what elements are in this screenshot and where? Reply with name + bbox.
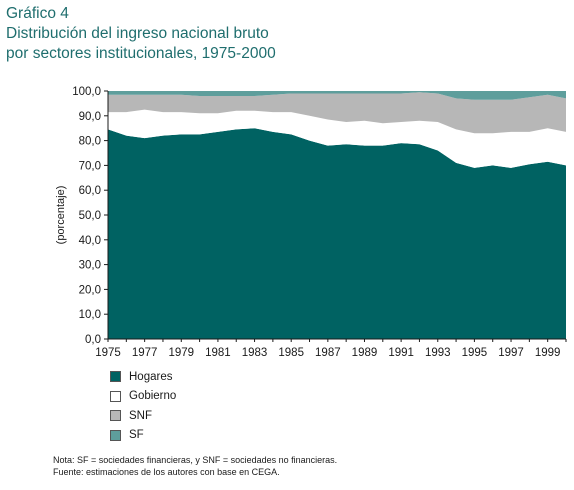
x-tick-label: 1995 [462, 347, 488, 359]
stacked-area-chart: 0,0 10,0 20,0 30,0 40,0 50,0 60,0 70,0 80,0 90,0 1… [55, 86, 567, 359]
y-tick-label: 90,0 [79, 111, 101, 123]
legend-item-hogares: Hogares [110, 367, 176, 387]
y-tick-label: 80,0 [79, 136, 101, 148]
y-tick-label: 70,0 [79, 160, 101, 172]
area-series-snf [108, 92, 566, 134]
x-tick-label: 1977 [132, 347, 158, 359]
area-series-gobierno [108, 109, 566, 168]
legend-label-hogares: Hogares [129, 370, 173, 383]
legend-swatch-gobierno [110, 390, 121, 402]
y-tick-label: 30,0 [79, 260, 101, 272]
x-tick-label: 1989 [352, 347, 378, 359]
legend-swatch-hogares [110, 371, 121, 383]
title-line-1: Gráfico 4 [6, 5, 69, 22]
x-tick-label: 1985 [278, 347, 304, 359]
area-series-sf [108, 91, 566, 100]
title-line-2: Distribución del ingreso nacional bruto [6, 25, 269, 42]
x-tick-label: 1999 [535, 347, 561, 359]
y-tick-label: 20,0 [79, 284, 101, 296]
y-tick-label: 50,0 [79, 210, 101, 222]
y-tick-label: 40,0 [79, 235, 101, 247]
chart-title: Gráfico 4 Distribución del ingreso nacio… [6, 4, 276, 64]
legend-label-snf: SNF [129, 409, 152, 422]
legend-item-gobierno: Gobierno [110, 387, 176, 407]
y-tick-label: 0,0 [85, 334, 101, 346]
x-tick-label: 1981 [205, 347, 231, 359]
legend-swatch-sf [110, 429, 121, 441]
x-tick-label: 1979 [168, 347, 194, 359]
y-tick-label: 60,0 [79, 185, 101, 197]
legend-label-sf: SF [129, 429, 144, 442]
legend-label-gobierno: Gobierno [129, 390, 177, 403]
x-tick-label: 1987 [315, 347, 341, 359]
y-tick-label: 100,0 [72, 86, 101, 98]
source-text: Fuente: estimaciones de los autores con … [53, 466, 280, 477]
legend-item-snf: SNF [110, 406, 176, 426]
area-series-hogares [108, 128, 566, 339]
y-tick-label: 10,0 [79, 309, 101, 321]
x-tick-label: 1975 [95, 347, 121, 359]
y-axis-label: (porcentaje) [55, 186, 67, 245]
chart-legend: Hogares Gobierno SNF SF [110, 367, 176, 445]
x-tick-label: 1997 [498, 347, 524, 359]
x-tick-label: 1991 [388, 347, 414, 359]
chart-notes: Nota: SF = sociedades financieras, y SNF… [53, 455, 337, 478]
x-tick-label: 1983 [242, 347, 268, 359]
note-text: Nota: SF = sociedades financieras, y SNF… [53, 455, 338, 465]
legend-swatch-snf [110, 410, 121, 422]
title-line-3: por sectores institucionales, 1975-2000 [6, 45, 276, 62]
legend-item-sf: SF [110, 426, 176, 446]
x-tick-label: 1993 [425, 347, 451, 359]
